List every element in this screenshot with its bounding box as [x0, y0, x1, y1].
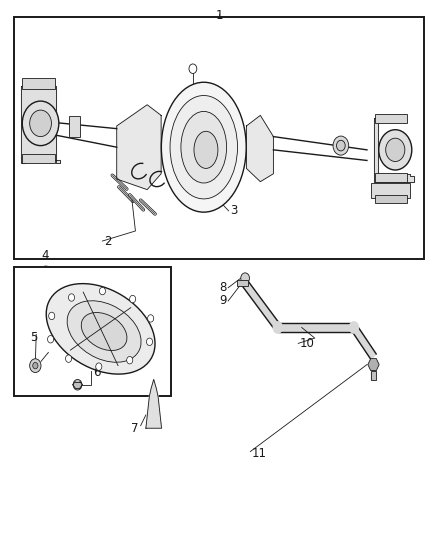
Ellipse shape — [170, 95, 237, 199]
Bar — [14, 266, 171, 397]
Bar — [371, 371, 376, 381]
Circle shape — [148, 314, 154, 322]
Bar — [371, 183, 410, 198]
Circle shape — [30, 359, 41, 373]
Circle shape — [127, 357, 133, 364]
Circle shape — [22, 101, 59, 146]
Circle shape — [146, 338, 152, 345]
Circle shape — [99, 287, 106, 295]
Bar — [69, 116, 80, 136]
Text: 4: 4 — [41, 249, 49, 262]
Text: 2: 2 — [104, 235, 111, 247]
Bar — [14, 17, 424, 259]
Circle shape — [96, 363, 102, 370]
Circle shape — [48, 336, 53, 343]
Text: 3: 3 — [230, 204, 237, 217]
Bar — [22, 78, 55, 89]
Circle shape — [333, 136, 349, 155]
Text: 9: 9 — [219, 294, 227, 308]
Ellipse shape — [46, 284, 155, 374]
Bar — [375, 173, 407, 182]
Ellipse shape — [194, 131, 218, 168]
Circle shape — [130, 295, 136, 303]
Circle shape — [349, 321, 359, 334]
Circle shape — [386, 138, 405, 161]
Polygon shape — [351, 325, 376, 359]
Circle shape — [379, 130, 412, 170]
Text: 6: 6 — [93, 366, 100, 379]
Bar — [375, 195, 407, 203]
Polygon shape — [21, 86, 60, 163]
Ellipse shape — [161, 82, 246, 212]
Circle shape — [68, 294, 74, 301]
Bar — [22, 154, 55, 163]
Circle shape — [66, 355, 72, 362]
Polygon shape — [368, 359, 379, 370]
Ellipse shape — [67, 301, 141, 362]
Polygon shape — [247, 115, 273, 182]
Circle shape — [336, 140, 345, 151]
Circle shape — [241, 273, 250, 284]
Circle shape — [189, 64, 197, 74]
Text: 1: 1 — [215, 10, 223, 22]
Polygon shape — [117, 105, 161, 190]
Text: 10: 10 — [300, 337, 314, 350]
Bar — [375, 114, 407, 123]
Polygon shape — [146, 379, 162, 428]
Circle shape — [33, 362, 38, 369]
Ellipse shape — [181, 111, 226, 183]
Circle shape — [73, 379, 82, 390]
Circle shape — [272, 321, 283, 334]
Text: 7: 7 — [131, 422, 138, 435]
Circle shape — [49, 312, 55, 320]
Polygon shape — [374, 118, 414, 182]
Text: 8: 8 — [219, 281, 227, 294]
Ellipse shape — [81, 312, 127, 351]
Circle shape — [30, 110, 51, 136]
Polygon shape — [278, 323, 354, 332]
Bar — [237, 280, 248, 286]
Text: 11: 11 — [252, 447, 267, 459]
Text: 5: 5 — [30, 330, 37, 344]
Polygon shape — [243, 280, 280, 330]
